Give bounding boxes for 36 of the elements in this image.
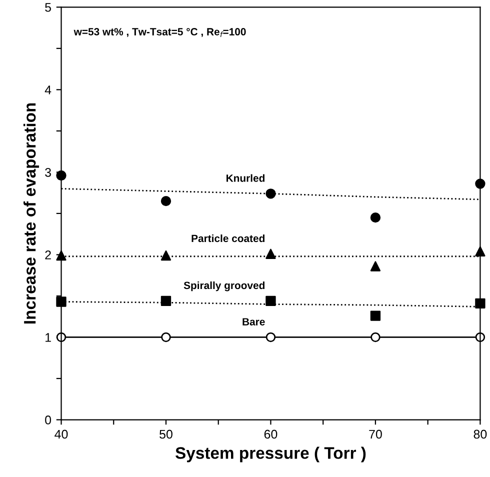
point <box>475 246 486 257</box>
series-label: Bare <box>242 318 265 326</box>
point <box>160 250 172 261</box>
series-label: Particle coated <box>192 234 264 242</box>
point <box>475 298 486 308</box>
x-tick-label: 50 <box>160 430 172 439</box>
x-tick-label: 40 <box>54 430 68 439</box>
point <box>475 178 486 189</box>
x-axis-title: System pressure ( Torr ) <box>175 446 366 462</box>
x-tick-label: 80 <box>474 430 487 439</box>
point <box>370 261 381 272</box>
y-tick-label: 4 <box>44 86 52 94</box>
y-tick-label: 3 <box>45 168 51 177</box>
point <box>266 188 276 199</box>
point <box>56 170 66 181</box>
point <box>266 332 276 342</box>
point <box>370 212 381 223</box>
y-tick-label: 5 <box>45 3 52 12</box>
y-tick-label: 0 <box>45 416 52 424</box>
annotation: w=53 wt% , Tw-Tsat=5 °C , Re$_{f}$=100 <box>74 28 246 38</box>
point <box>161 332 171 342</box>
series-label: Spirally grooved <box>184 281 264 292</box>
point <box>370 310 381 321</box>
point <box>266 248 276 259</box>
y-axis-title: Increase rate of evaporation <box>23 103 40 324</box>
point <box>160 196 172 206</box>
series-label: Knurled <box>226 174 264 182</box>
x-tick-label: 70 <box>369 430 382 439</box>
point <box>266 296 276 306</box>
y-tick-label: 2 <box>45 250 51 260</box>
point <box>370 332 380 342</box>
x-tick-label: 60 <box>264 430 278 439</box>
y-tick-label: 1 <box>46 333 51 342</box>
point <box>56 296 66 307</box>
point <box>160 296 172 306</box>
point <box>56 250 66 261</box>
